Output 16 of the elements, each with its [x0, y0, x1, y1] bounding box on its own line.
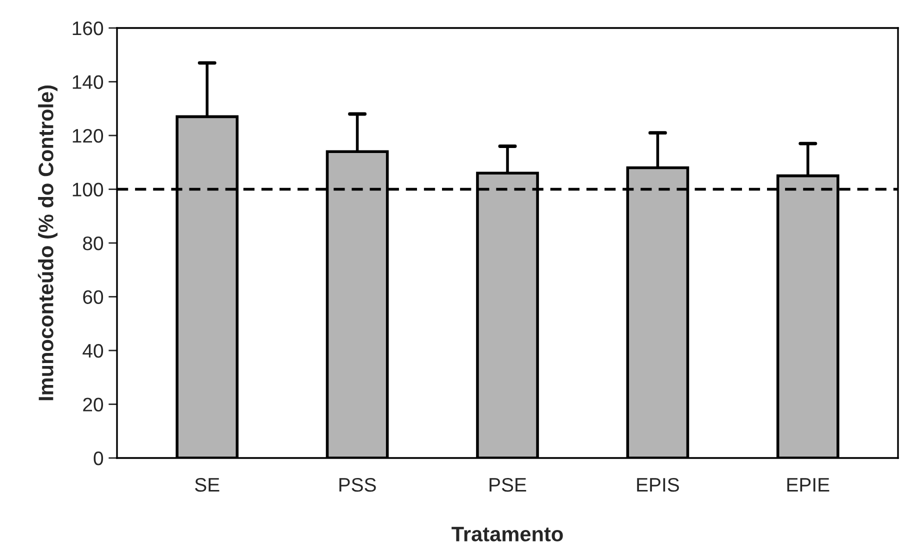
- y-tick-label: 160: [72, 21, 104, 36]
- y-tick-label: 0: [94, 451, 104, 466]
- x-tick-label: EPIE: [787, 478, 830, 492]
- y-tick-label: 120: [72, 128, 104, 143]
- x-tick-label: PSE: [490, 478, 526, 492]
- y-tick-label: 40: [82, 344, 104, 358]
- y-tick-label: 60: [83, 290, 104, 304]
- x-tick-label: PSS: [339, 478, 376, 492]
- y-tick-label: 140: [72, 75, 104, 89]
- x-axis-title: Tratamento: [452, 526, 563, 542]
- x-tick-label: SE: [195, 478, 220, 492]
- y-tick-label: 80: [83, 236, 104, 250]
- y-tick-label: 100: [72, 182, 104, 196]
- y-tick-label: 20: [83, 398, 104, 412]
- x-tick-label: EPIS: [637, 478, 679, 492]
- y-axis-title: Imunoconteúdo (% do Controle): [38, 85, 58, 400]
